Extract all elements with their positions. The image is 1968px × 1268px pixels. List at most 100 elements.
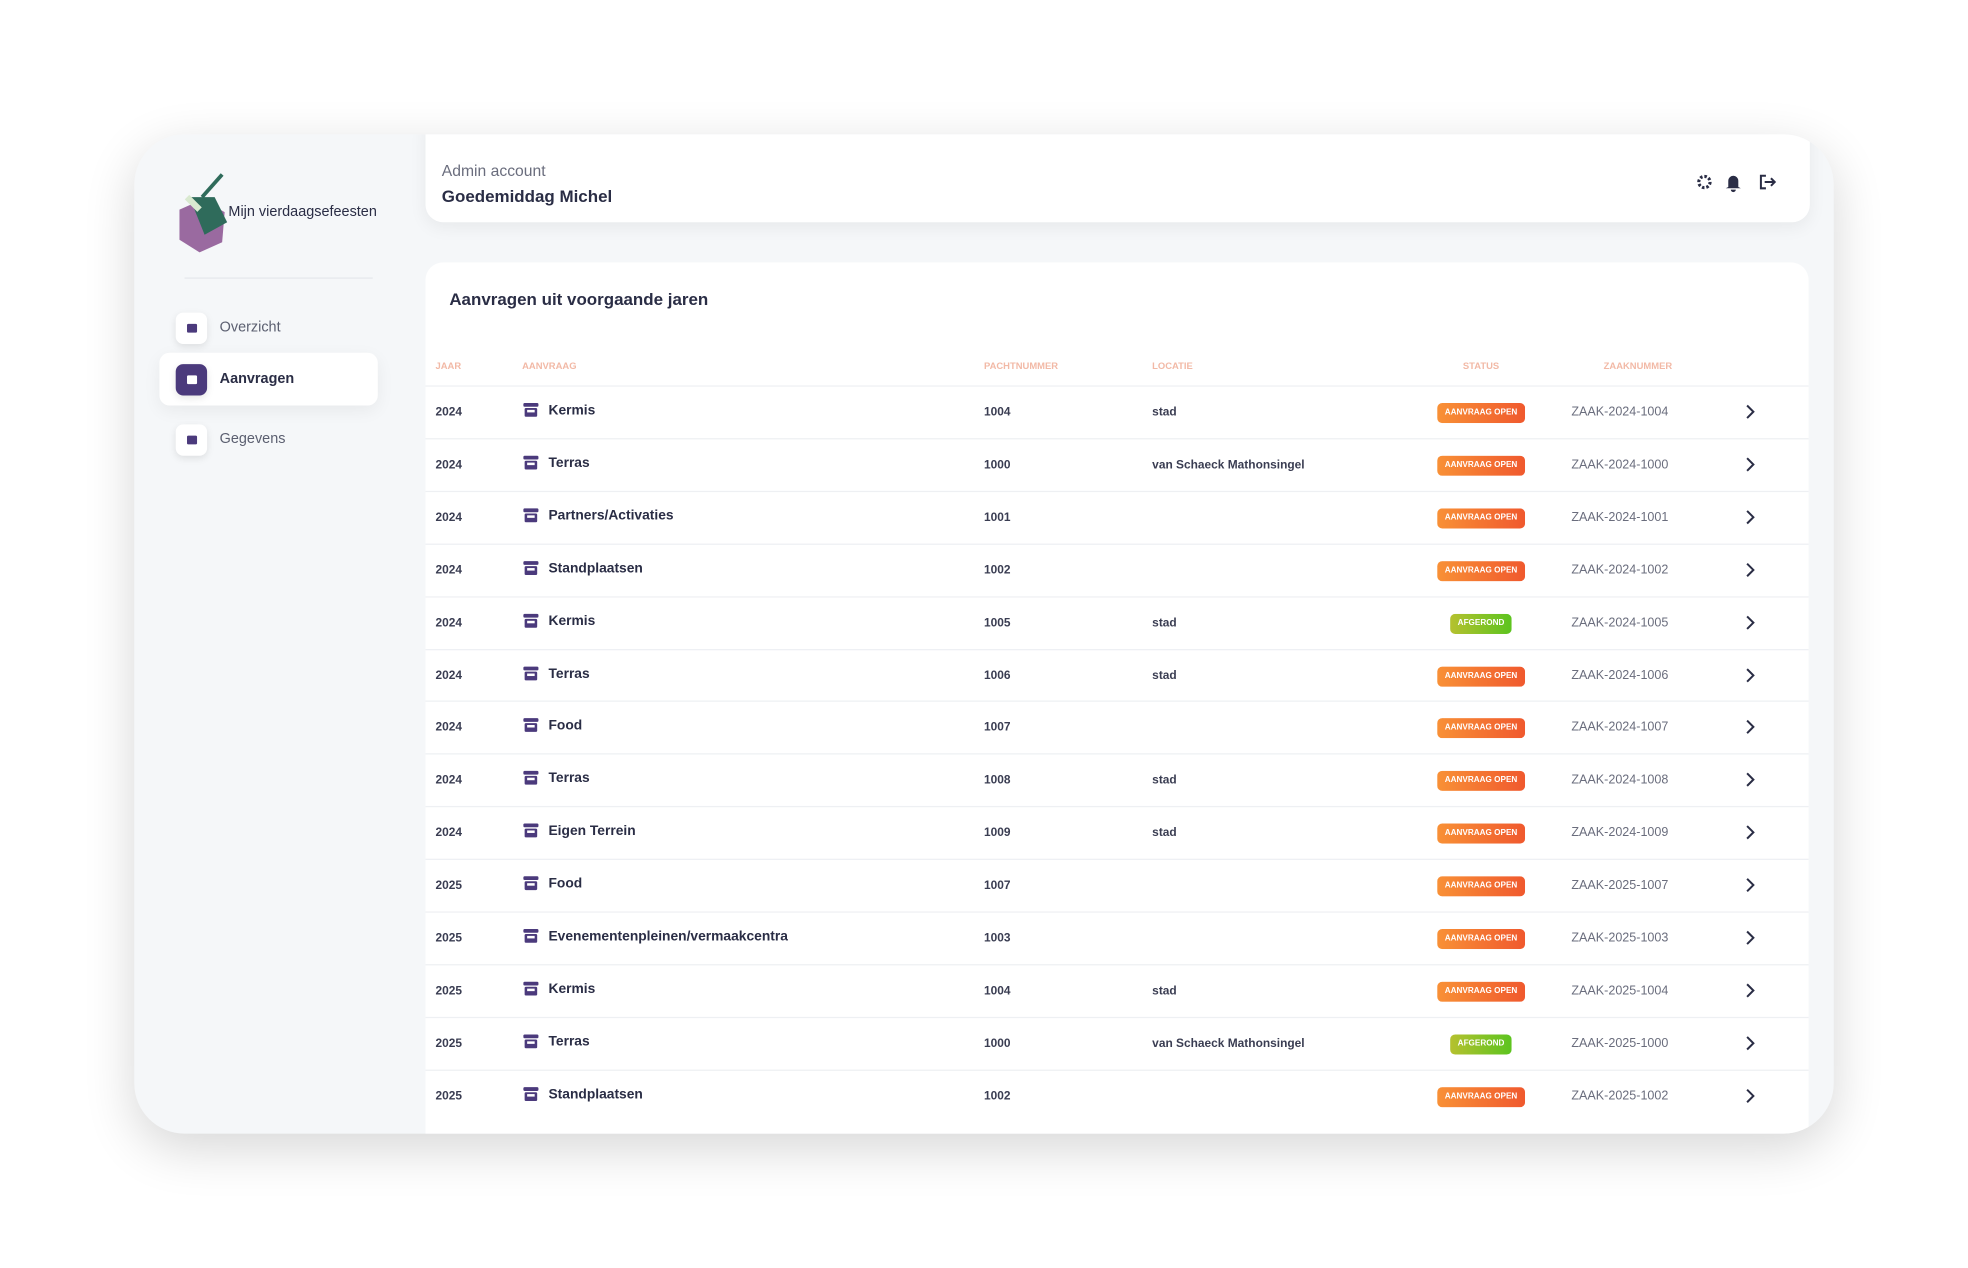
case-number: ZAAK-2024-1007 (1571, 721, 1669, 735)
chevron[interactable] (1743, 929, 1756, 950)
case-number: ZAAK-2024-1009 (1571, 826, 1669, 841)
case-number: ZAAK-2025-1003 (1571, 931, 1669, 946)
year: 2024 (435, 458, 463, 472)
settings-icon[interactable] (1697, 174, 1712, 190)
case-number: ZAAK-2025-1004 (1571, 984, 1669, 998)
request-name: Food (548, 718, 583, 734)
status-badge: AANVRAAG OPEN (1437, 1086, 1525, 1107)
request-icon (522, 717, 540, 737)
location: stad (1152, 615, 1177, 630)
nav-item[interactable]: Aanvragen (159, 352, 378, 406)
request-icon (522, 560, 540, 580)
chevron[interactable] (1743, 561, 1756, 582)
table-row[interactable]: 2025 Standplaatsen 1002 AANVRAAG OPEN ZAAK-2… (425, 1069, 1809, 1123)
case-number: ZAAK-2025-1002 (1571, 1089, 1669, 1104)
table-card: Aanvragen uit voorgaande jaren JAAR AANVR… (425, 262, 1809, 1134)
column-header: JAAR (435, 360, 462, 372)
bell-icon[interactable] (1725, 175, 1741, 193)
request-icon (522, 1086, 540, 1106)
request-icon (522, 507, 540, 527)
nav-icon (175, 423, 208, 456)
lease-number: 1007 (983, 878, 1011, 893)
location: van Schaeck Mathonsingel (1152, 458, 1305, 472)
lease-number: 1009 (983, 826, 1011, 841)
table-row[interactable]: 2024 Standplaatsen 1002 AANVRAAG OPEN ZAAK-2… (425, 543, 1809, 597)
divider (184, 277, 373, 279)
chevron[interactable] (1743, 1087, 1756, 1108)
request-name: Food (548, 876, 583, 892)
request-icon (522, 1033, 540, 1053)
chevron[interactable] (1743, 456, 1756, 477)
table-row[interactable]: 2025 Terras 1000 van Schaeck Mathonsingel AF… (425, 1016, 1809, 1071)
request-name: Terras (548, 665, 590, 682)
header-icons (1697, 174, 1777, 193)
request-name: Kermis (548, 613, 596, 629)
app-window: Mijn vierdaagsefeesten Admin account Goe… (134, 134, 1834, 1134)
chevron[interactable] (1743, 982, 1756, 1003)
case-number: ZAAK-2024-1002 (1571, 563, 1669, 578)
logout-icon[interactable] (1759, 174, 1777, 190)
table-row[interactable]: 2025 Evenementenpleinen/vermaakcentra 1003… (425, 911, 1809, 965)
chevron[interactable] (1743, 719, 1756, 740)
lease-number: 1005 (983, 615, 1011, 630)
status-badge: AANVRAAG OPEN (1437, 508, 1525, 529)
table-row[interactable]: 2024 Eigen Terrein 1009 stad AANVRAAG OPEN ZA… (425, 806, 1809, 860)
header: Admin account Goedemiddag Michel (425, 134, 1810, 223)
lease-number: 1002 (983, 563, 1011, 578)
chevron[interactable] (1743, 1034, 1756, 1055)
table-row[interactable]: 2025 Food 1007 AANVRAAG OPEN ZAAK-2025-1007 (425, 858, 1809, 913)
status-badge: AANVRAAG OPEN (1437, 455, 1525, 476)
status-badge: AANVRAAG OPEN (1437, 718, 1525, 739)
table-row[interactable]: 2024 Kermis 1004 stad AANVRAAG OPEN ZAAK-2024… (425, 385, 1809, 439)
table-row[interactable]: 2025 Kermis 1004 stad AANVRAAG OPEN ZAAK-2025… (425, 964, 1809, 1018)
status-badge: AANVRAAG OPEN (1437, 823, 1525, 844)
chevron[interactable] (1743, 403, 1756, 424)
case-number: ZAAK-2024-1005 (1571, 615, 1669, 630)
lease-number: 1000 (983, 1036, 1011, 1051)
chevron[interactable] (1743, 824, 1756, 845)
lease-number: 1002 (983, 1089, 1011, 1104)
table-row[interactable]: 2024 Terras 1000 van Schaeck Mathonsingel AA… (425, 437, 1809, 492)
nav-item[interactable]: Gegevens (159, 413, 377, 466)
status-badge: AANVRAAG OPEN (1437, 402, 1525, 424)
logo (179, 173, 228, 253)
request-name: Standplaatsen (548, 560, 643, 576)
table-row[interactable]: 2024 Food 1007 AANVRAAG OPEN ZAAK-2024-1007 (425, 701, 1809, 755)
request-icon (522, 770, 540, 790)
year: 2024 (435, 563, 463, 578)
table-row[interactable]: 2024 Kermis 1005 stad AFGEROND ZAAK-2024-1005 (425, 595, 1809, 650)
year: 2024 (435, 510, 463, 525)
lease-number: 1007 (983, 721, 1011, 735)
case-number: ZAAK-2024-1000 (1571, 458, 1669, 472)
chevron[interactable] (1743, 508, 1756, 529)
request-icon (522, 875, 540, 895)
column-header: STATUS (1462, 360, 1500, 372)
chevron[interactable] (1743, 613, 1756, 634)
nav-label: Gegevens (219, 431, 286, 447)
status-badge: AANVRAAG OPEN (1437, 981, 1525, 1002)
year: 2025 (435, 878, 463, 893)
year: 2024 (435, 721, 463, 735)
request-name: Terras (548, 771, 590, 787)
request-name: Standplaatsen (548, 1086, 643, 1102)
table-row[interactable]: 2024 Partners/Activaties 1001 AANVRAAG OPEN… (425, 490, 1809, 545)
year: 2025 (435, 984, 463, 998)
year: 2024 (435, 773, 463, 788)
year: 2025 (435, 1089, 463, 1104)
request-name: Evenementenpleinen/vermaakcentra (548, 928, 788, 945)
nav-item[interactable]: Overzicht (159, 301, 377, 354)
table-row[interactable]: 2024 Terras 1008 stad AANVRAAG OPEN ZAAK-2024… (425, 753, 1809, 808)
column-header: PACHTNUMMER (983, 360, 1059, 372)
location: stad (1152, 668, 1177, 683)
request-icon (522, 665, 540, 685)
table-title: Aanvragen uit voorgaande jaren (449, 289, 709, 309)
status-badge: AFGEROND (1450, 613, 1512, 634)
request-name: Kermis (548, 981, 596, 997)
chevron[interactable] (1743, 666, 1756, 687)
location: stad (1152, 984, 1177, 998)
case-number: ZAAK-2024-1006 (1571, 668, 1669, 683)
chevron[interactable] (1743, 876, 1756, 897)
chevron[interactable] (1743, 771, 1756, 792)
table-row[interactable]: 2024 Terras 1006 stad AANVRAAG OPEN ZAAK-2024… (425, 648, 1809, 702)
